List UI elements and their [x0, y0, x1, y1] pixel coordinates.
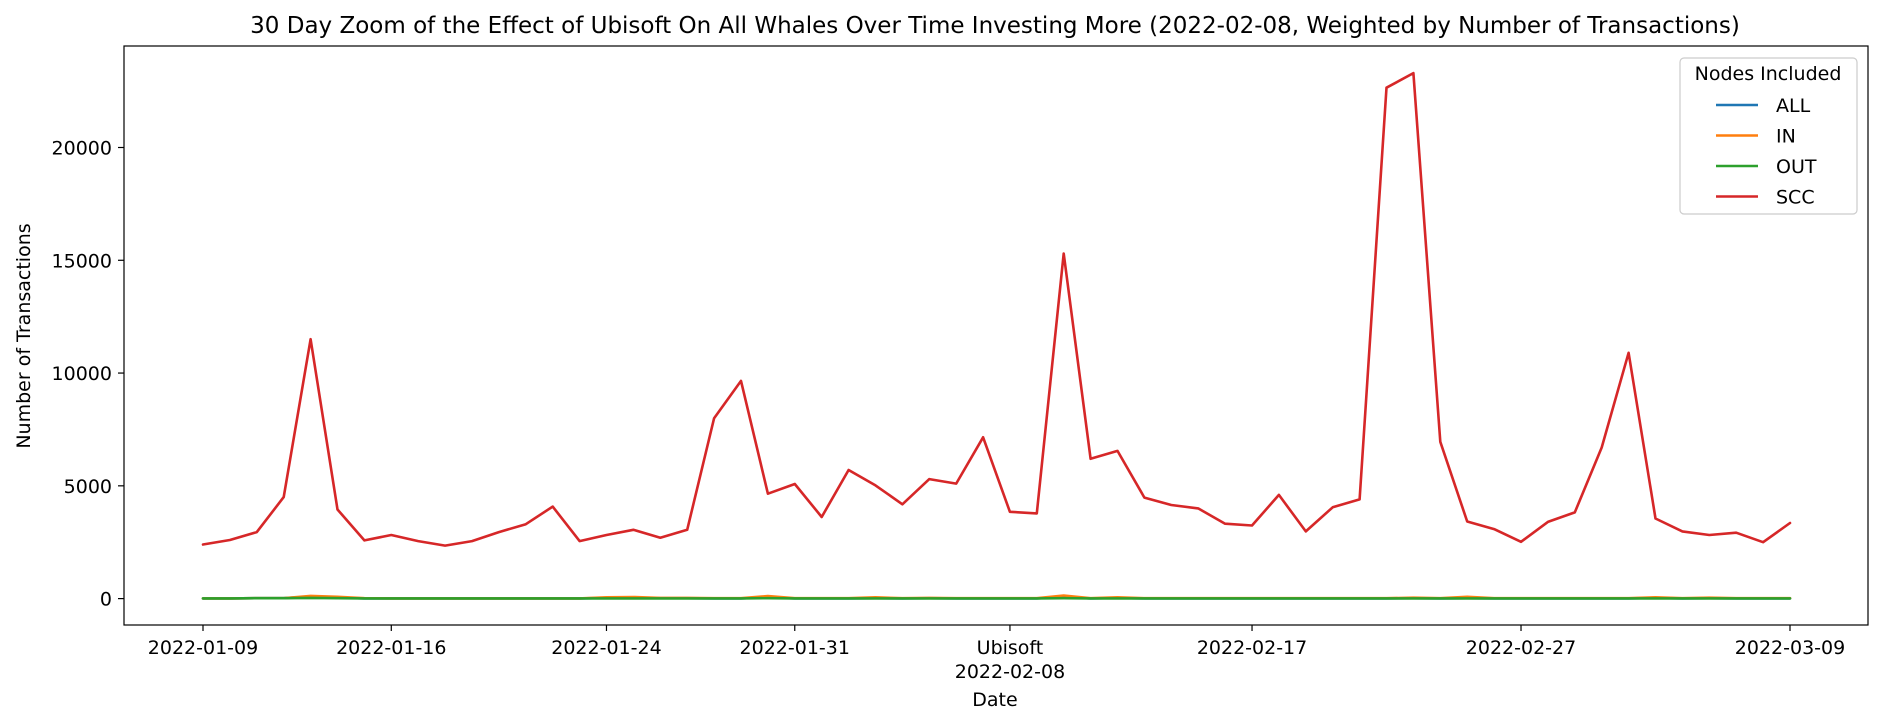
- x-tick-label: 2022-02-08: [955, 661, 1065, 683]
- legend-entry-scc: SCC: [1776, 187, 1815, 209]
- x-tick-label: 2022-01-16: [336, 637, 446, 659]
- x-tick-label: 2022-01-24: [551, 637, 661, 659]
- legend-entry-all: ALL: [1776, 95, 1811, 117]
- x-axis: 2022-01-09 2022-01-16 2022-01-24 2022-01-31…: [148, 625, 1845, 683]
- legend-entry-out: OUT: [1776, 156, 1817, 178]
- chart-title: 30 Day Zoom of the Effect of Ubisoft On …: [250, 13, 1740, 39]
- y-tick-label: 20000: [52, 137, 112, 159]
- x-tick-label: 2022-02-17: [1197, 637, 1307, 659]
- plot-frame: [123, 45, 1869, 626]
- plot-area: [123, 45, 1869, 626]
- series-line-scc: [201, 71, 1792, 547]
- series-layer: [201, 71, 1792, 600]
- x-tick-label: 2022-02-27: [1466, 637, 1576, 659]
- x-tick-label: 2022-01-09: [148, 637, 258, 659]
- x-tick-label: 2022-01-31: [740, 637, 850, 659]
- y-tick-label: 15000: [52, 250, 112, 272]
- x-axis-label: Date: [972, 689, 1017, 711]
- y-axis: 0 5000 10000 15000 20000: [52, 137, 124, 611]
- y-tick-label: 10000: [52, 363, 112, 385]
- y-axis-label: Number of Transactions: [13, 223, 35, 448]
- y-tick-label: 5000: [64, 476, 112, 498]
- legend-title: Nodes Included: [1695, 63, 1842, 85]
- legend: Nodes Included ALL IN OUT SCC: [1679, 57, 1858, 215]
- event-annotation-label: Ubisoft: [977, 637, 1044, 659]
- y-tick-label: 0: [100, 589, 112, 611]
- legend-box: [1679, 57, 1858, 215]
- x-tick-label: 2022-03-09: [1735, 637, 1845, 659]
- series-line-out: [201, 596, 1792, 600]
- legend-entry-in: IN: [1776, 126, 1796, 148]
